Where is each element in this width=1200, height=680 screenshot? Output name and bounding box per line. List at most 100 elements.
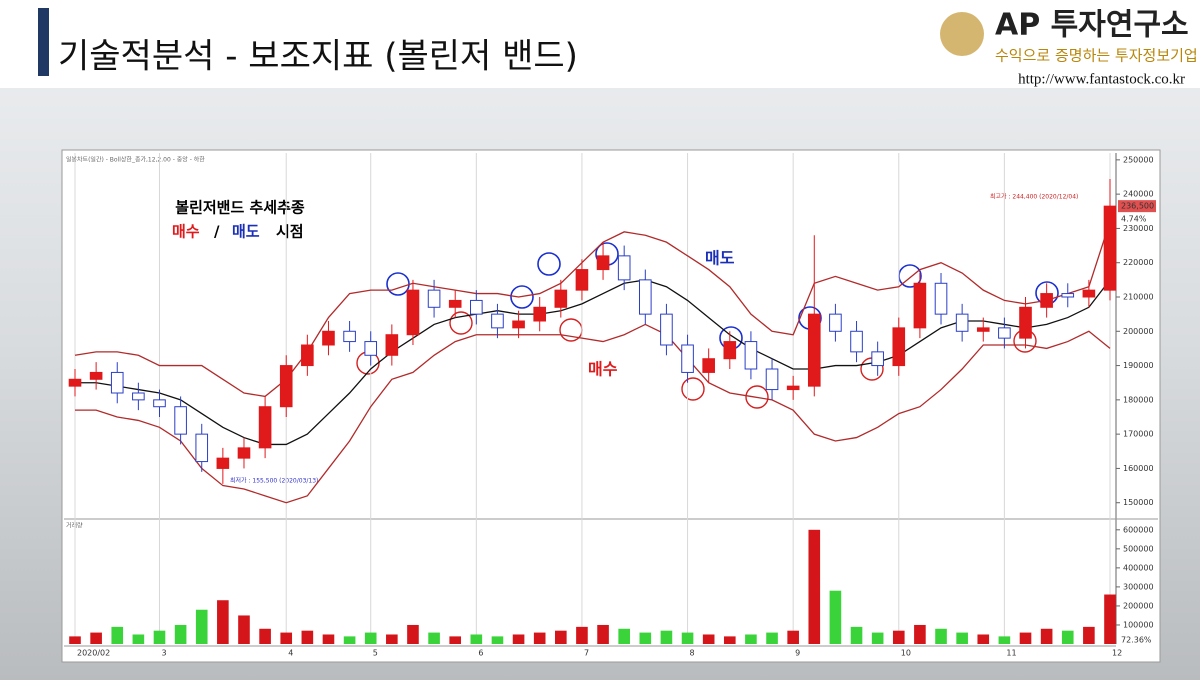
chart-panel: [61, 149, 1161, 663]
candle-body: [765, 368, 779, 391]
candle-body: [638, 279, 652, 315]
candle-body: [660, 313, 673, 346]
volume-bar: [491, 636, 504, 644]
buy-circle: [681, 377, 705, 401]
candle-body: [850, 330, 863, 353]
x-tick-label: 3: [161, 649, 166, 658]
candle-body: [491, 313, 504, 329]
candle-body: [237, 447, 251, 459]
volume-bar: [787, 630, 799, 644]
candle-body: [744, 341, 758, 370]
x-tick-label: 10: [901, 649, 911, 658]
candle-body: [723, 341, 737, 360]
candle-body: [153, 399, 166, 408]
candle-body: [829, 313, 842, 332]
candle-body: [364, 341, 378, 356]
volume-bar: [998, 636, 1011, 644]
volume-bar: [153, 630, 166, 644]
candle-body: [68, 378, 82, 387]
annotation-heading: 볼린저밴드 추세추종: [175, 199, 305, 217]
volume-bar: [1083, 626, 1095, 644]
buy-label: 매수: [588, 360, 618, 379]
candle-body: [427, 289, 441, 308]
url: http://www.fantastock.co.kr: [1018, 71, 1185, 87]
volume-bar: [90, 632, 102, 644]
annotation-buy: 매수: [172, 223, 200, 241]
volume-tick-label: 200000: [1123, 601, 1154, 610]
candle-body: [258, 406, 272, 449]
x-tick-label: 4: [288, 649, 293, 658]
volume-bar: [195, 609, 208, 644]
volume-bar: [576, 626, 588, 644]
volume-bar: [892, 630, 905, 644]
low-note: 최저가 : 155,500 (2020/03/13): [230, 477, 318, 485]
x-tick-label: 6: [478, 649, 483, 658]
candle-body: [406, 289, 420, 336]
volume-tick-label: 400000: [1123, 563, 1154, 572]
volume-bar: [1061, 630, 1074, 644]
volume-bar: [681, 632, 694, 644]
candle-body: [385, 334, 399, 356]
volume-bar: [1104, 594, 1116, 644]
annotation-sell: 매도: [232, 223, 260, 241]
volume-bar: [364, 632, 377, 644]
volume-bar: [977, 634, 990, 644]
volume-bar: [449, 636, 462, 644]
candle-body: [934, 282, 948, 315]
candle-body: [132, 392, 145, 401]
volume-bar: [914, 624, 926, 644]
candle-body: [1103, 205, 1117, 291]
brand: AP 투자연구소: [995, 8, 1189, 43]
volume-bar: [280, 632, 293, 644]
volume-bar: [470, 634, 483, 644]
candle-body: [1082, 289, 1096, 298]
buy-circle: [449, 311, 473, 335]
volume-bar: [597, 624, 609, 644]
last-price-box: [1118, 200, 1156, 213]
change-label: 4.74%: [1121, 215, 1147, 224]
x-tick-label: 9: [795, 649, 800, 658]
candle-body: [807, 313, 821, 387]
volume-bar: [829, 590, 842, 644]
volume-bar: [238, 615, 250, 644]
bollinger-band: [75, 279, 1111, 446]
bollinger-band: [75, 323, 1111, 504]
y-tick-label: 160000: [1123, 464, 1154, 473]
sell-circle: [537, 252, 561, 276]
volume-bar: [174, 624, 187, 644]
volume-bar: [343, 636, 356, 644]
candle-body: [89, 371, 103, 380]
candle-body: [976, 327, 990, 332]
volume-bar: [639, 632, 652, 644]
candle-body: [174, 406, 187, 435]
candle-body: [554, 289, 568, 308]
buy-circle: [745, 385, 769, 409]
candle-body: [533, 306, 547, 322]
volume-tick-label: 300000: [1123, 582, 1154, 591]
volume-bar: [766, 632, 778, 644]
volume-bar: [702, 634, 715, 644]
volume-bar: [217, 600, 229, 644]
y-tick-label: 200000: [1123, 327, 1154, 336]
last-price-label: 236,500: [1121, 202, 1154, 211]
candle-body: [892, 327, 906, 367]
y-tick-label: 190000: [1123, 361, 1154, 370]
title-bar: [38, 8, 49, 76]
candle-body: [110, 371, 124, 394]
candle-body: [998, 327, 1011, 339]
candle-body: [681, 344, 694, 373]
candle-body: [871, 351, 884, 367]
candle-body: [301, 344, 314, 367]
volume-bar: [1040, 628, 1053, 644]
volume-bar: [745, 634, 757, 644]
volume-bar: [428, 632, 440, 644]
x-tick-label: 11: [1006, 649, 1016, 658]
volume-bar: [871, 632, 884, 644]
volume-bar: [935, 628, 947, 644]
volume-bar: [386, 634, 398, 644]
bollinger-band: [74, 221, 1111, 398]
candle-body: [955, 313, 969, 332]
volume-bar: [322, 634, 335, 644]
annotation-timing: 시점: [276, 223, 304, 241]
volume-bar: [850, 626, 863, 644]
